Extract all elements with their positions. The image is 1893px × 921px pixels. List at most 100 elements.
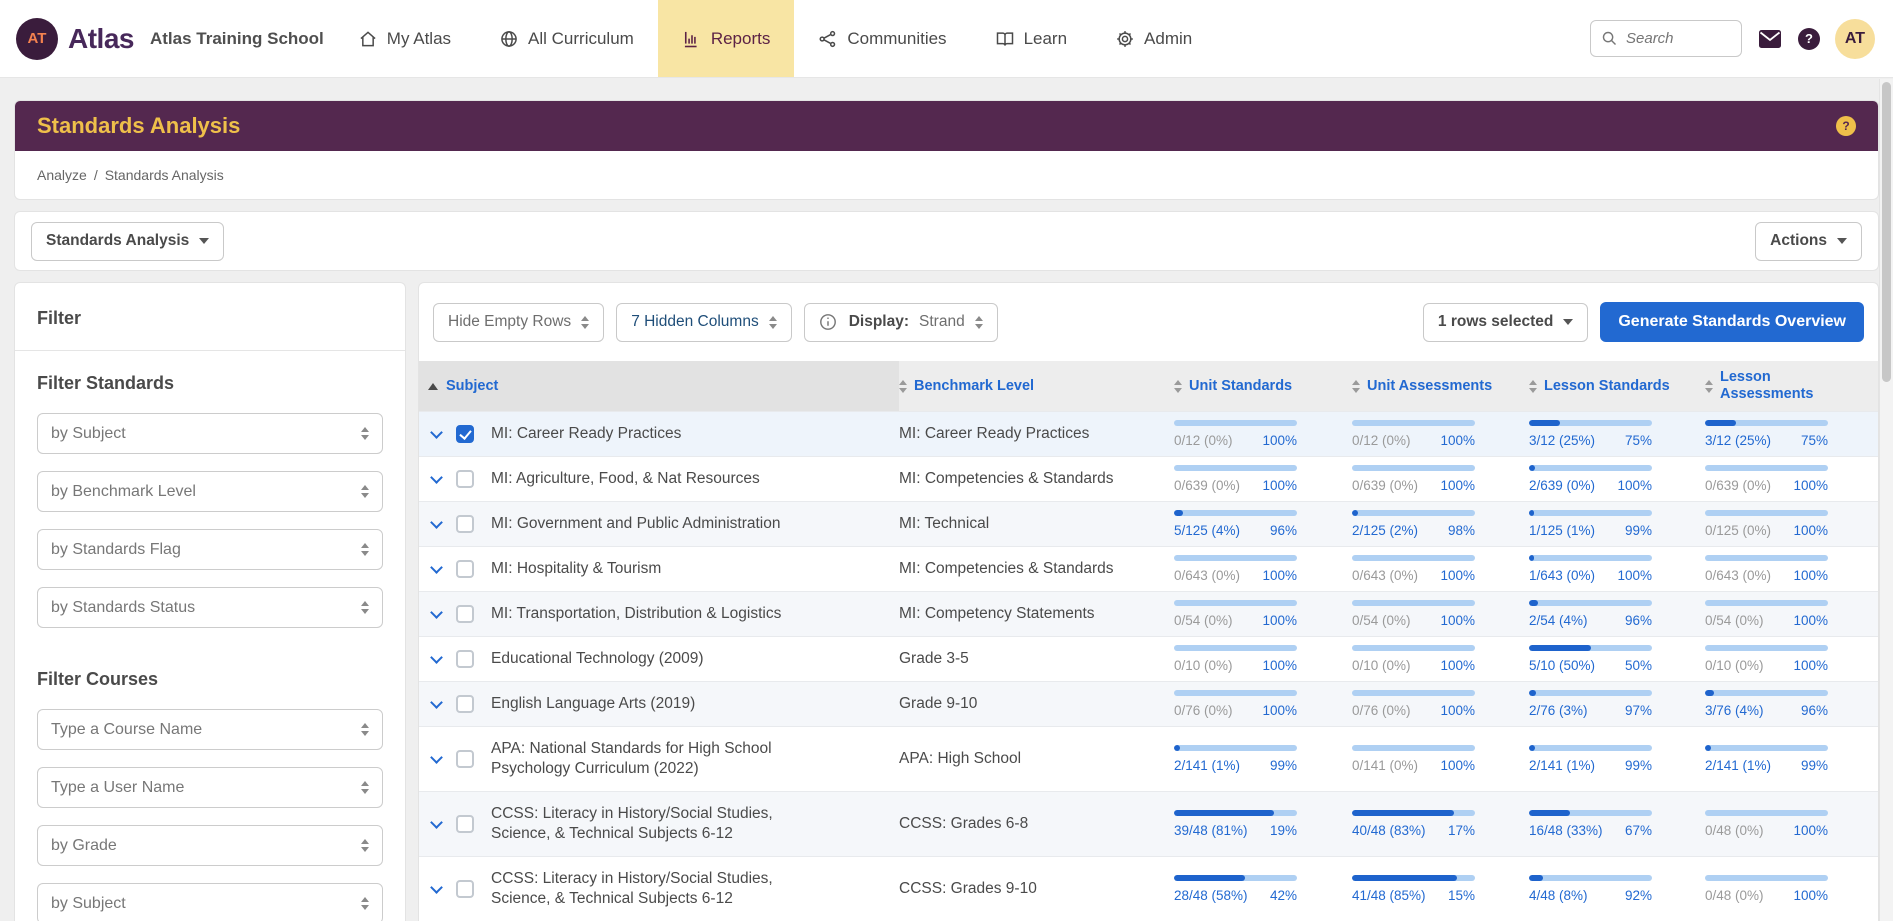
column-header-unit-standards[interactable]: Unit Standards <box>1174 378 1352 394</box>
metric-percent[interactable]: 100% <box>1440 613 1475 628</box>
nav-item-communities[interactable]: Communities <box>794 0 970 77</box>
metric-percent[interactable]: 75% <box>1624 433 1652 448</box>
mail-icon[interactable] <box>1757 28 1783 50</box>
metric-fraction[interactable]: 3/76 (4%) <box>1705 703 1764 718</box>
metric-fraction[interactable]: 0/54 (0%) <box>1705 613 1764 628</box>
vertical-scrollbar[interactable] <box>1879 79 1893 921</box>
metric-fraction[interactable]: 0/643 (0%) <box>1174 568 1241 583</box>
metric-percent[interactable]: 100% <box>1440 478 1475 493</box>
metric-fraction[interactable]: 2/639 (0%) <box>1529 478 1596 493</box>
report-selector-dropdown[interactable]: Standards Analysis <box>31 221 225 261</box>
expand-chevron-icon[interactable] <box>429 650 443 666</box>
page-help-icon[interactable]: ? <box>1836 116 1856 136</box>
search-input[interactable] <box>1626 30 1731 47</box>
metric-fraction[interactable]: 39/48 (81%) <box>1174 823 1248 838</box>
expand-chevron-icon[interactable] <box>429 515 443 531</box>
nav-item-reports[interactable]: Reports <box>657 0 795 77</box>
metric-fraction[interactable]: 40/48 (83%) <box>1352 823 1426 838</box>
metric-fraction[interactable]: 0/12 (0%) <box>1174 433 1233 448</box>
nav-item-admin[interactable]: Admin <box>1091 0 1216 77</box>
metric-percent[interactable]: 100% <box>1793 478 1828 493</box>
metric-fraction[interactable]: 0/125 (0%) <box>1705 523 1772 538</box>
metric-fraction[interactable]: 2/141 (1%) <box>1174 758 1241 773</box>
metric-percent[interactable]: 100% <box>1617 478 1652 493</box>
column-header-lesson-standards[interactable]: Lesson Standards <box>1529 378 1705 394</box>
row-checkbox[interactable] <box>456 650 474 668</box>
metric-fraction[interactable]: 0/54 (0%) <box>1352 613 1411 628</box>
actions-dropdown[interactable]: Actions <box>1755 221 1862 261</box>
metric-fraction[interactable]: 0/639 (0%) <box>1705 478 1772 493</box>
metric-percent[interactable]: 99% <box>1800 758 1828 773</box>
metric-fraction[interactable]: 2/141 (1%) <box>1705 758 1772 773</box>
nav-item-learn[interactable]: Learn <box>971 0 1091 77</box>
scrollbar-thumb[interactable] <box>1882 82 1891 382</box>
metric-fraction[interactable]: 0/12 (0%) <box>1352 433 1411 448</box>
row-checkbox[interactable] <box>456 750 474 768</box>
metric-percent[interactable]: 75% <box>1800 433 1828 448</box>
metric-fraction[interactable]: 0/54 (0%) <box>1174 613 1233 628</box>
metric-percent[interactable]: 99% <box>1269 758 1297 773</box>
metric-fraction[interactable]: 0/643 (0%) <box>1352 568 1419 583</box>
filter-select-by-subject[interactable]: by Subject <box>37 413 383 454</box>
expand-chevron-icon[interactable] <box>429 750 443 766</box>
metric-percent[interactable]: 100% <box>1440 758 1475 773</box>
help-icon[interactable]: ? <box>1798 27 1820 50</box>
column-header-lesson-assessments[interactable]: Lesson Assessments <box>1705 369 1878 402</box>
metric-fraction[interactable]: 16/48 (33%) <box>1529 823 1603 838</box>
filter-select-by-grade[interactable]: by Grade <box>37 825 383 866</box>
metric-percent[interactable]: 100% <box>1262 478 1297 493</box>
row-checkbox[interactable] <box>456 815 474 833</box>
metric-percent[interactable]: 17% <box>1447 823 1475 838</box>
expand-chevron-icon[interactable] <box>429 560 443 576</box>
metric-percent[interactable]: 99% <box>1624 523 1652 538</box>
metric-fraction[interactable]: 0/76 (0%) <box>1352 703 1411 718</box>
expand-chevron-icon[interactable] <box>429 470 443 486</box>
metric-percent[interactable]: 15% <box>1447 888 1475 903</box>
metric-percent[interactable]: 100% <box>1262 658 1297 673</box>
metric-percent[interactable]: 100% <box>1793 823 1828 838</box>
display-dropdown[interactable]: Display: Strand <box>803 302 998 342</box>
metric-percent[interactable]: 100% <box>1793 888 1828 903</box>
brand-name[interactable]: Atlas <box>68 22 134 54</box>
row-checkbox[interactable] <box>456 695 474 713</box>
row-checkbox[interactable] <box>456 515 474 533</box>
metric-percent[interactable]: 98% <box>1447 523 1475 538</box>
expand-chevron-icon[interactable] <box>429 605 443 621</box>
row-checkbox[interactable] <box>456 560 474 578</box>
metric-percent[interactable]: 100% <box>1262 703 1297 718</box>
filter-select-by-standards-status[interactable]: by Standards Status <box>37 587 383 628</box>
expand-chevron-icon[interactable] <box>429 425 443 441</box>
metric-fraction[interactable]: 0/48 (0%) <box>1705 823 1764 838</box>
column-header-unit-assessments[interactable]: Unit Assessments <box>1352 378 1529 394</box>
metric-fraction[interactable]: 0/76 (0%) <box>1174 703 1233 718</box>
hide-empty-rows-dropdown[interactable]: Hide Empty Rows <box>433 302 605 342</box>
row-checkbox[interactable] <box>456 425 474 443</box>
metric-fraction[interactable]: 0/141 (0%) <box>1352 758 1419 773</box>
rows-selected-dropdown[interactable]: 1 rows selected <box>1422 302 1589 342</box>
metric-percent[interactable]: 100% <box>1262 433 1297 448</box>
nav-item-all-curriculum[interactable]: All Curriculum <box>475 0 658 77</box>
metric-percent[interactable]: 100% <box>1440 658 1475 673</box>
filter-select-by-subject[interactable]: by Subject <box>37 883 383 921</box>
metric-percent[interactable]: 100% <box>1793 568 1828 583</box>
metric-percent[interactable]: 100% <box>1262 568 1297 583</box>
metric-fraction[interactable]: 1/643 (0%) <box>1529 568 1596 583</box>
metric-percent[interactable]: 100% <box>1793 613 1828 628</box>
metric-fraction[interactable]: 2/76 (3%) <box>1529 703 1588 718</box>
metric-fraction[interactable]: 28/48 (58%) <box>1174 888 1248 903</box>
metric-percent[interactable]: 100% <box>1793 658 1828 673</box>
metric-fraction[interactable]: 5/10 (50%) <box>1529 658 1596 673</box>
filter-select-type-a-course-name[interactable]: Type a Course Name <box>37 709 383 750</box>
metric-percent[interactable]: 100% <box>1440 433 1475 448</box>
metric-fraction[interactable]: 3/12 (25%) <box>1529 433 1596 448</box>
metric-fraction[interactable]: 0/10 (0%) <box>1705 658 1764 673</box>
metric-fraction[interactable]: 0/643 (0%) <box>1705 568 1772 583</box>
metric-fraction[interactable]: 1/125 (1%) <box>1529 523 1596 538</box>
metric-percent[interactable]: 92% <box>1624 888 1652 903</box>
row-checkbox[interactable] <box>456 605 474 623</box>
filter-select-type-a-user-name[interactable]: Type a User Name <box>37 767 383 808</box>
metric-percent[interactable]: 97% <box>1624 703 1652 718</box>
expand-chevron-icon[interactable] <box>429 695 443 711</box>
row-checkbox[interactable] <box>456 470 474 488</box>
metric-fraction[interactable]: 0/48 (0%) <box>1705 888 1764 903</box>
